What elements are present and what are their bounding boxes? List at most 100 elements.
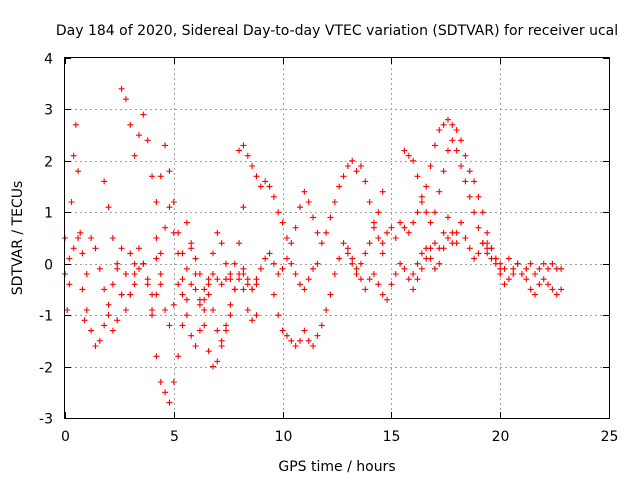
y-tick-label: 3 xyxy=(44,103,53,119)
data-point xyxy=(357,163,364,169)
data-point xyxy=(292,224,299,231)
data-point xyxy=(244,281,251,288)
data-point xyxy=(444,147,451,154)
data-point xyxy=(414,260,421,267)
data-point xyxy=(240,265,247,272)
data-point xyxy=(240,271,247,277)
data-point xyxy=(427,219,434,226)
data-point xyxy=(109,281,116,288)
data-point xyxy=(405,152,412,159)
data-point xyxy=(170,301,177,308)
data-point xyxy=(227,301,234,308)
data-point xyxy=(401,265,408,272)
data-point xyxy=(96,265,103,272)
data-point xyxy=(532,291,539,298)
y-tick-label: -1 xyxy=(39,309,53,325)
data-point xyxy=(466,193,473,200)
data-point xyxy=(205,348,212,355)
data-point xyxy=(505,276,512,283)
data-point xyxy=(414,209,421,216)
data-point xyxy=(188,332,195,339)
data-point xyxy=(162,224,169,231)
data-point xyxy=(366,276,373,283)
data-point xyxy=(66,281,73,288)
data-point xyxy=(223,327,230,334)
data-point xyxy=(244,152,251,159)
data-point xyxy=(127,291,134,298)
data-point xyxy=(179,322,186,329)
data-point xyxy=(488,245,495,252)
data-point xyxy=(227,271,234,277)
data-point xyxy=(122,307,129,313)
data-point xyxy=(458,163,465,169)
data-point xyxy=(153,353,160,360)
x-tick-label: 15 xyxy=(383,429,401,445)
data-point xyxy=(183,265,190,272)
data-point xyxy=(188,240,195,247)
data-point xyxy=(540,276,547,283)
data-point xyxy=(436,260,443,267)
data-point xyxy=(64,307,71,313)
data-point xyxy=(227,312,234,319)
data-point xyxy=(427,163,434,169)
data-point xyxy=(257,265,264,272)
data-point xyxy=(410,271,417,277)
x-axis-label: GPS time / hours xyxy=(278,459,395,475)
data-point xyxy=(545,265,552,272)
data-point xyxy=(183,296,190,303)
data-point xyxy=(214,327,221,334)
data-point xyxy=(536,281,543,288)
data-point xyxy=(70,245,77,252)
data-point xyxy=(492,260,499,267)
data-point xyxy=(144,281,151,288)
data-point xyxy=(375,281,382,288)
data-point xyxy=(157,250,164,257)
data-point xyxy=(118,245,125,252)
data-point xyxy=(323,307,330,313)
data-point xyxy=(484,250,491,257)
data-point xyxy=(370,219,377,226)
data-point xyxy=(83,307,90,313)
data-point xyxy=(249,317,256,324)
data-point xyxy=(140,111,147,118)
data-point xyxy=(418,265,425,272)
data-point xyxy=(466,245,473,252)
data-point xyxy=(449,137,456,144)
data-point xyxy=(131,260,138,267)
data-point xyxy=(471,255,478,262)
data-point xyxy=(414,173,421,180)
data-point xyxy=(209,363,216,370)
data-point xyxy=(305,199,312,205)
data-point xyxy=(357,276,364,283)
y-tick-label: 1 xyxy=(44,206,53,222)
data-point xyxy=(244,276,251,283)
data-point xyxy=(236,240,243,247)
data-point xyxy=(353,271,360,277)
data-point xyxy=(72,121,79,128)
x-tick-label: 5 xyxy=(170,429,179,445)
data-point xyxy=(218,343,225,349)
data-point xyxy=(410,286,417,293)
data-point xyxy=(266,250,273,257)
data-point xyxy=(122,271,129,277)
data-point xyxy=(310,343,317,349)
data-point xyxy=(418,250,425,257)
data-point xyxy=(297,337,304,344)
data-point xyxy=(192,343,199,349)
data-point xyxy=(331,199,338,205)
y-tick-label: -3 xyxy=(39,412,53,428)
data-point xyxy=(344,163,351,169)
data-point xyxy=(214,229,221,236)
data-point xyxy=(114,317,121,324)
y-tick-label: -2 xyxy=(39,361,53,377)
data-point xyxy=(362,286,369,293)
x-tick-label: 20 xyxy=(492,429,510,445)
data-point xyxy=(501,265,508,272)
data-point xyxy=(458,137,465,144)
data-point xyxy=(270,291,277,298)
data-point xyxy=(209,307,216,313)
data-point xyxy=(122,96,129,103)
data-point xyxy=(162,389,169,396)
data-point xyxy=(471,209,478,216)
